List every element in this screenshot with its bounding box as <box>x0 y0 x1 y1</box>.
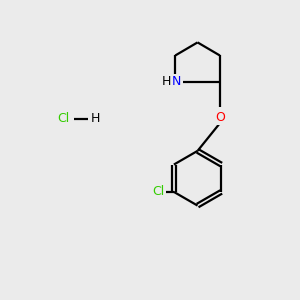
Text: H: H <box>90 112 100 125</box>
Text: Cl: Cl <box>152 185 164 198</box>
Text: N: N <box>172 75 182 88</box>
Text: O: O <box>215 111 225 124</box>
Text: H: H <box>162 75 171 88</box>
Text: Cl: Cl <box>58 112 70 125</box>
